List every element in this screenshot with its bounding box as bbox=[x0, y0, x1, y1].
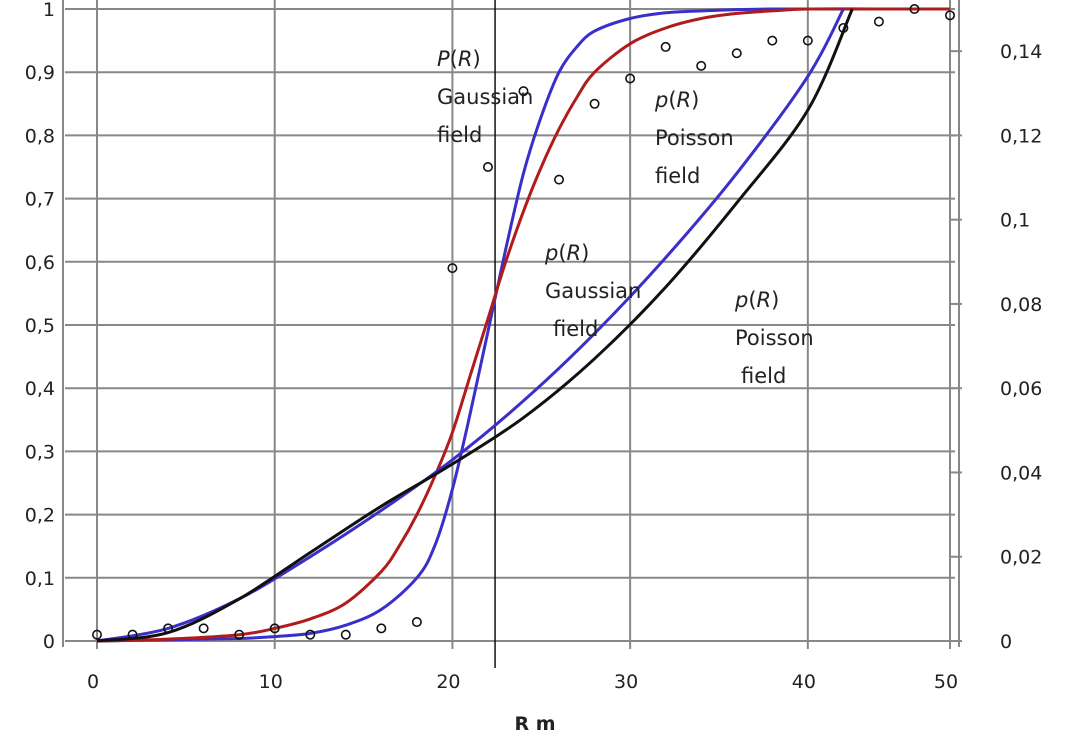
scatter-point bbox=[198, 623, 209, 634]
y-right-tick-label: 0,12 bbox=[1000, 125, 1042, 147]
annotation-line: p(R) bbox=[654, 88, 699, 112]
y-right-tick-label: 0,02 bbox=[1000, 547, 1042, 569]
scatter-point bbox=[944, 10, 955, 21]
y-left-tick-label: 1 bbox=[43, 0, 55, 21]
grid bbox=[62, 0, 962, 649]
y-left-tick-label: 0 bbox=[43, 631, 55, 653]
series-line-1 bbox=[96, 7, 950, 643]
y-right-tick-label: 0 bbox=[1000, 631, 1012, 653]
series-line-2 bbox=[96, 7, 950, 643]
x-tick-label: 20 bbox=[436, 671, 460, 693]
annotations: P(R) Gaussian field p(R) Poisson field p(R) Gau… bbox=[437, 47, 814, 388]
y-right-tick-label: 0,1 bbox=[1000, 210, 1030, 232]
y-left-tick-label: 0,1 bbox=[25, 568, 55, 590]
annotation-line: Poisson bbox=[655, 126, 734, 150]
scatter-point bbox=[376, 623, 387, 634]
scatter-point bbox=[163, 623, 174, 634]
scatter-point bbox=[234, 629, 245, 640]
tick-labels: 00,10,20,30,40,50,60,70,80,9100,020,040,… bbox=[25, 0, 1043, 693]
y-left-tick-label: 0,4 bbox=[25, 378, 55, 400]
y-left-tick-label: 0,7 bbox=[25, 189, 55, 211]
x-tick-label: 50 bbox=[934, 671, 958, 693]
scatter-point bbox=[660, 41, 671, 52]
annotation-line: field bbox=[741, 364, 786, 388]
annotation-line: field bbox=[553, 317, 598, 341]
scatter-point bbox=[127, 629, 138, 640]
y-left-tick-label: 0,6 bbox=[25, 252, 55, 274]
scatter-point bbox=[767, 35, 778, 46]
y-right-tick-label: 0,08 bbox=[1000, 294, 1042, 316]
annotation-line: p(R) bbox=[544, 241, 589, 265]
scatter-group bbox=[92, 4, 955, 640]
x-tick-label: 0 bbox=[87, 671, 99, 693]
annotation-line: Gaussian bbox=[545, 279, 641, 303]
scatter-point bbox=[92, 629, 103, 640]
annotation-line: field bbox=[655, 164, 700, 188]
x-axis-label: R m bbox=[514, 713, 555, 735]
scatter-point bbox=[305, 629, 316, 640]
annotation-line: P(R) bbox=[437, 47, 481, 71]
annotation-line: p(R) bbox=[734, 288, 779, 312]
scatter-point bbox=[554, 174, 565, 185]
scatter-point bbox=[909, 4, 920, 14]
scatter-point bbox=[411, 617, 422, 628]
y-right-tick-label: 0,14 bbox=[1000, 41, 1042, 63]
x-tick-label: 10 bbox=[259, 671, 283, 693]
y-right-tick-label: 0,06 bbox=[1000, 378, 1042, 400]
y-left-tick-label: 0,2 bbox=[25, 505, 55, 527]
y-left-tick-label: 0,3 bbox=[25, 441, 55, 463]
scatter-point bbox=[802, 35, 813, 46]
y-right-tick-label: 0,04 bbox=[1000, 462, 1042, 484]
scatter-point bbox=[838, 22, 849, 33]
scatter-point bbox=[269, 623, 280, 634]
annotation-line: Gaussian bbox=[437, 85, 533, 109]
scatter-point bbox=[589, 98, 600, 109]
scatter-point bbox=[873, 16, 884, 27]
x-tick-label: 30 bbox=[614, 671, 638, 693]
scatter-point bbox=[696, 60, 707, 71]
scatter-point bbox=[447, 263, 458, 274]
series-line-4 bbox=[96, 8, 854, 643]
y-left-tick-label: 0,8 bbox=[25, 125, 55, 147]
annotation-line: Poisson bbox=[735, 326, 814, 350]
scatter-point bbox=[482, 162, 493, 173]
scatter-point bbox=[340, 629, 351, 640]
scatter-point bbox=[625, 73, 636, 84]
annotation-line: field bbox=[437, 123, 482, 147]
series-group bbox=[96, 7, 950, 643]
y-left-tick-label: 0,9 bbox=[25, 62, 55, 84]
scatter-point bbox=[518, 86, 529, 97]
scatter-point bbox=[731, 48, 742, 59]
y-left-tick-label: 0,5 bbox=[25, 315, 55, 337]
x-tick-label: 40 bbox=[792, 671, 816, 693]
